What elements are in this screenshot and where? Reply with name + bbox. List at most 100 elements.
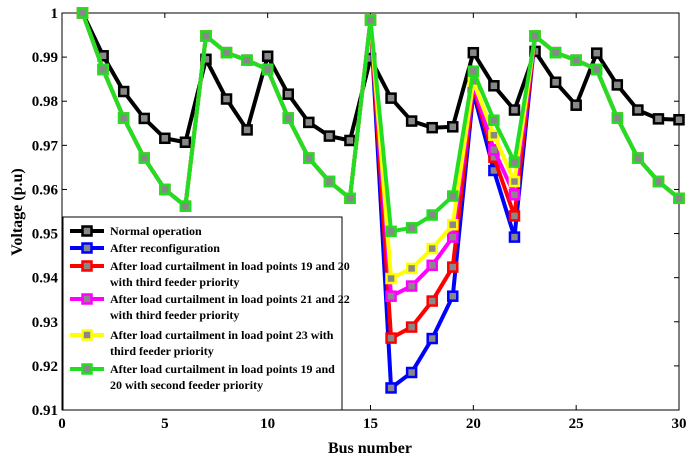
series-point bbox=[282, 88, 294, 100]
series-point bbox=[200, 30, 212, 42]
series-point bbox=[179, 200, 192, 212]
series-point bbox=[426, 209, 438, 221]
x-tick-label: 30 bbox=[672, 416, 687, 432]
y-tick-label: 0.94 bbox=[32, 271, 59, 287]
series-point bbox=[159, 183, 171, 196]
series-point bbox=[426, 259, 438, 272]
legend-entry: After load curtailment in load points 19… bbox=[70, 259, 350, 289]
y-tick-label: 0.93 bbox=[32, 315, 58, 331]
series-point bbox=[261, 50, 274, 62]
y-tick-label: 0.99 bbox=[32, 50, 58, 66]
series-point bbox=[385, 332, 397, 344]
legend-label: with third feeder priority bbox=[110, 308, 239, 322]
series-point bbox=[467, 46, 480, 59]
series-point bbox=[241, 54, 253, 66]
x-tick-label: 5 bbox=[161, 416, 169, 432]
series-point bbox=[590, 63, 603, 76]
series-point bbox=[549, 46, 562, 59]
series-point bbox=[385, 92, 397, 104]
series-point bbox=[303, 152, 315, 164]
legend-label: third feeder priority bbox=[110, 344, 214, 358]
legend-label: After reconfiguration bbox=[110, 241, 220, 255]
x-tick-label: 25 bbox=[569, 416, 584, 432]
series-point bbox=[405, 366, 418, 379]
series-point bbox=[611, 112, 624, 124]
series-point bbox=[385, 290, 397, 302]
y-tick-label: 0.98 bbox=[32, 94, 58, 110]
series-point bbox=[405, 262, 418, 275]
y-tick-label: 1 bbox=[51, 6, 59, 22]
series-point bbox=[632, 104, 644, 116]
series-point bbox=[405, 115, 418, 127]
x-tick-label: 15 bbox=[363, 416, 378, 432]
x-tick-label: 10 bbox=[260, 416, 275, 432]
series-point bbox=[570, 99, 582, 111]
y-axis-label: Voltage (p.u) bbox=[9, 168, 26, 255]
series-point bbox=[549, 76, 562, 89]
series-point bbox=[590, 47, 603, 59]
series-point bbox=[508, 210, 521, 222]
series-point bbox=[405, 280, 418, 292]
legend-swatch-marker bbox=[81, 242, 93, 254]
legend-swatch-marker bbox=[81, 293, 93, 305]
legend-label: After load curtailment in load points 21… bbox=[110, 292, 350, 306]
series-point bbox=[447, 261, 459, 273]
series-point bbox=[159, 132, 171, 145]
y-tick-label: 0.96 bbox=[32, 182, 59, 198]
series-point bbox=[426, 332, 438, 345]
series-point bbox=[344, 192, 356, 205]
legend: Normal operation After reconfiguration Aft… bbox=[62, 216, 350, 411]
series-point bbox=[385, 272, 397, 285]
series-point bbox=[179, 136, 192, 148]
y-tick-label: 0.92 bbox=[32, 359, 58, 375]
legend-entry: After reconfiguration bbox=[70, 241, 220, 255]
legend-label: with third feeder priority bbox=[110, 275, 239, 289]
x-tick-label: 0 bbox=[58, 416, 66, 432]
series-point bbox=[323, 175, 336, 188]
legend-label: 20 with second feeder priority bbox=[110, 378, 263, 392]
series-point bbox=[323, 130, 336, 142]
series-point bbox=[652, 113, 665, 125]
series-point bbox=[508, 156, 521, 168]
series-point bbox=[405, 321, 418, 333]
series-point bbox=[241, 124, 253, 136]
series-point bbox=[76, 7, 89, 19]
series-point bbox=[220, 46, 233, 59]
series-point bbox=[405, 222, 418, 234]
series-point bbox=[344, 134, 356, 147]
y-tick-label: 0.91 bbox=[32, 403, 58, 419]
series-point bbox=[426, 295, 438, 307]
series-point bbox=[364, 14, 377, 26]
legend-entry: After load curtailment in load point 23 … bbox=[70, 328, 334, 358]
series-point bbox=[138, 112, 151, 125]
legend-label: After load curtailment in load points 19… bbox=[110, 259, 350, 273]
series-point bbox=[97, 63, 109, 76]
series-point bbox=[508, 104, 521, 116]
x-tick-label: 20 bbox=[466, 416, 481, 432]
series-point bbox=[385, 382, 397, 394]
series-point bbox=[138, 152, 151, 164]
legend-label: After load curtailment in load point 23 … bbox=[110, 328, 334, 342]
series-point bbox=[261, 63, 274, 76]
series-point bbox=[632, 152, 644, 164]
legend-entry: After load curtailment in load points 19… bbox=[70, 362, 335, 392]
series-point bbox=[673, 113, 685, 126]
legend-swatch-marker bbox=[81, 329, 93, 341]
series-point bbox=[447, 218, 459, 231]
series-point bbox=[426, 242, 438, 255]
series-layer bbox=[76, 7, 685, 394]
series-point bbox=[467, 65, 480, 77]
legend-entry: After load curtailment in load points 21… bbox=[70, 292, 350, 322]
series-point bbox=[488, 80, 500, 92]
x-axis-label: Bus number bbox=[328, 440, 412, 457]
series-point bbox=[570, 54, 582, 66]
series-point bbox=[282, 112, 294, 124]
series-point bbox=[447, 121, 459, 133]
legend-swatch-marker bbox=[81, 225, 93, 237]
series-point bbox=[426, 121, 438, 134]
series-point bbox=[508, 231, 521, 243]
legend-swatch-marker bbox=[81, 363, 93, 375]
series-point bbox=[673, 192, 685, 205]
series-point bbox=[488, 114, 500, 126]
